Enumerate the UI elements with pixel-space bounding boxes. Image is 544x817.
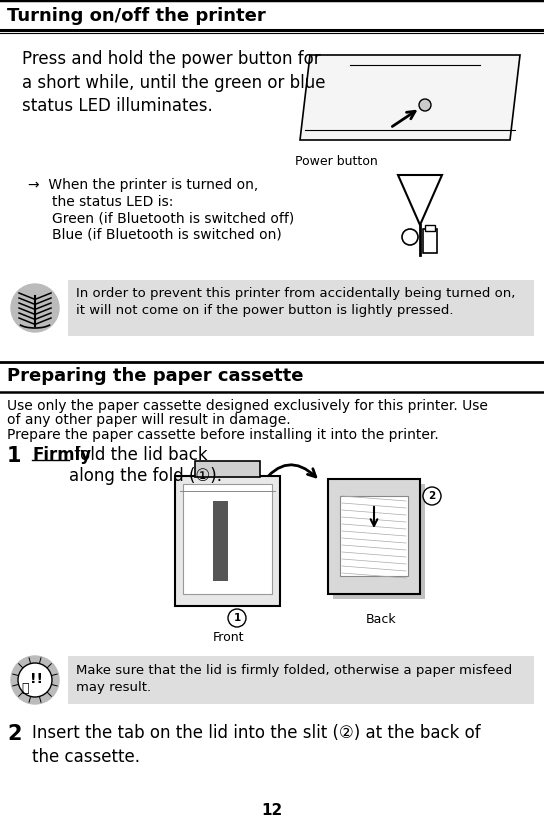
Text: the status LED is:: the status LED is: bbox=[52, 195, 174, 209]
Text: of any other paper will result in damage.: of any other paper will result in damage… bbox=[7, 413, 290, 427]
Bar bbox=[423, 229, 437, 253]
Text: Press and hold the power button for
a short while, until the green or blue
statu: Press and hold the power button for a sh… bbox=[22, 50, 325, 115]
Text: 1: 1 bbox=[233, 613, 240, 623]
Text: In order to prevent this printer from accidentally being turned on,
it will not : In order to prevent this printer from ac… bbox=[76, 287, 515, 316]
Text: Blue (if Bluetooth is switched on): Blue (if Bluetooth is switched on) bbox=[52, 227, 282, 241]
Text: Green (if Bluetooth is switched off): Green (if Bluetooth is switched off) bbox=[52, 211, 294, 225]
Bar bbox=[183, 484, 272, 594]
Bar bbox=[68, 280, 534, 336]
Text: fold the lid back
along the fold (①).: fold the lid back along the fold (①). bbox=[69, 446, 222, 484]
Text: Insert the tab on the lid into the slit (②) at the back of
the cassette.: Insert the tab on the lid into the slit … bbox=[32, 724, 481, 766]
Circle shape bbox=[11, 656, 59, 704]
Text: Prepare the paper cassette before installing it into the printer.: Prepare the paper cassette before instal… bbox=[7, 428, 439, 442]
Bar bbox=[328, 479, 420, 594]
Circle shape bbox=[402, 229, 418, 245]
FancyArrowPatch shape bbox=[262, 465, 316, 484]
Text: Make sure that the lid is firmly folded, otherwise a paper misfeed
may result.: Make sure that the lid is firmly folded,… bbox=[76, 664, 512, 694]
Text: Preparing the paper cassette: Preparing the paper cassette bbox=[7, 367, 304, 385]
Bar bbox=[195, 461, 260, 477]
Bar bbox=[340, 496, 408, 576]
Bar bbox=[213, 501, 228, 581]
Text: 1: 1 bbox=[7, 446, 22, 466]
Text: Firmly: Firmly bbox=[32, 446, 91, 464]
Text: →  When the printer is turned on,: → When the printer is turned on, bbox=[28, 178, 258, 192]
Text: ✋: ✋ bbox=[21, 681, 29, 694]
Circle shape bbox=[423, 487, 441, 505]
Text: Power button: Power button bbox=[295, 155, 378, 168]
Bar bbox=[175, 476, 280, 606]
Polygon shape bbox=[300, 55, 520, 140]
Bar bbox=[333, 484, 425, 599]
Polygon shape bbox=[290, 50, 530, 140]
Text: Back: Back bbox=[366, 613, 397, 626]
Bar bbox=[425, 225, 435, 231]
Text: Turning on/off the printer: Turning on/off the printer bbox=[7, 7, 266, 25]
Text: Front: Front bbox=[213, 631, 244, 644]
Text: Use only the paper cassette designed exclusively for this printer. Use: Use only the paper cassette designed exc… bbox=[7, 399, 488, 413]
Text: 12: 12 bbox=[261, 803, 283, 817]
Circle shape bbox=[18, 663, 52, 697]
Text: 2: 2 bbox=[428, 491, 436, 501]
Bar bbox=[68, 656, 534, 704]
Circle shape bbox=[419, 99, 431, 111]
Text: !!: !! bbox=[30, 672, 44, 686]
Polygon shape bbox=[398, 175, 442, 225]
Circle shape bbox=[228, 609, 246, 627]
Text: 2: 2 bbox=[7, 724, 22, 744]
Circle shape bbox=[11, 284, 59, 332]
